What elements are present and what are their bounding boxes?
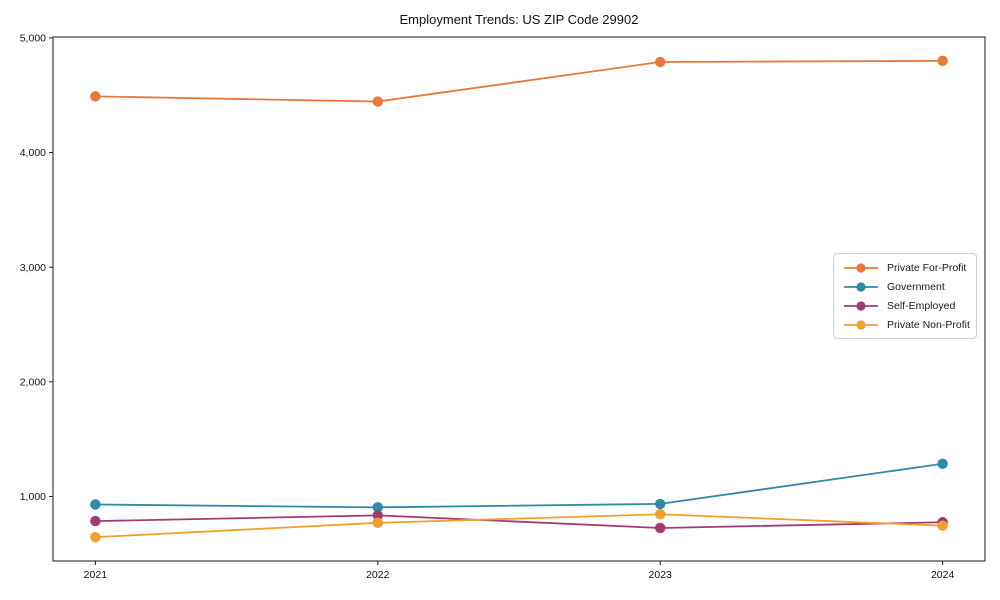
legend-item: Private For-Profit — [842, 260, 972, 276]
legend-item: Private Non-Profit — [842, 317, 972, 333]
data-point-marker — [937, 520, 948, 531]
data-point-marker — [372, 517, 383, 529]
data-point-marker — [372, 96, 383, 107]
data-point-marker — [90, 499, 101, 510]
data-point-marker — [90, 531, 101, 543]
data-point-marker — [655, 498, 666, 510]
y-tick-label: 3,000 — [20, 262, 46, 274]
data-point-marker — [655, 509, 666, 520]
legend-marker-icon — [844, 319, 878, 330]
y-axis: 1,000 2,000 3,000 4,000 5,000 — [20, 33, 53, 503]
y-tick-label: 4,000 — [20, 147, 46, 159]
series-government — [90, 458, 948, 513]
data-point-marker — [937, 458, 948, 469]
legend-marker-icon — [844, 262, 878, 273]
data-point-marker — [937, 55, 948, 67]
y-tick-label: 2,000 — [20, 376, 46, 388]
series-private-for-profit — [90, 55, 948, 107]
data-point-marker — [655, 56, 666, 68]
series-self-employed — [90, 510, 948, 534]
x-tick-label: 2024 — [931, 569, 955, 581]
legend-label: Private For-Profit — [887, 261, 967, 274]
series-line — [94, 514, 944, 529]
series-line — [94, 59, 944, 103]
data-point-marker — [655, 522, 666, 534]
y-tick-label: 1,000 — [20, 491, 46, 503]
plot-frame — [52, 36, 986, 562]
legend-label: Private Non-Profit — [887, 318, 970, 331]
series-private-non-profit — [90, 509, 948, 543]
legend-item: Government — [842, 279, 972, 295]
series-line — [94, 462, 944, 509]
x-axis: 2021 2022 2023 2024 — [84, 561, 955, 581]
legend-label: Self-Employed — [887, 299, 956, 312]
data-point-marker — [90, 91, 101, 102]
y-tick-label: 5,000 — [20, 33, 46, 45]
chart-title: Employment Trends: US ZIP Code 29902 — [399, 12, 639, 27]
legend-marker-icon — [844, 300, 878, 311]
x-tick-label: 2021 — [84, 569, 108, 581]
data-point-marker — [372, 510, 383, 521]
x-tick-label: 2022 — [366, 569, 390, 581]
x-tick-label: 2023 — [649, 569, 673, 581]
data-point-marker — [372, 502, 383, 513]
series-line — [94, 513, 944, 539]
data-point-marker — [90, 515, 101, 527]
chart-legend: Private For-Profit Government Self-Employe… — [833, 253, 977, 339]
legend-marker-icon — [844, 281, 878, 292]
legend-label: Government — [887, 280, 945, 293]
legend-item: Self-Employed — [842, 298, 972, 314]
